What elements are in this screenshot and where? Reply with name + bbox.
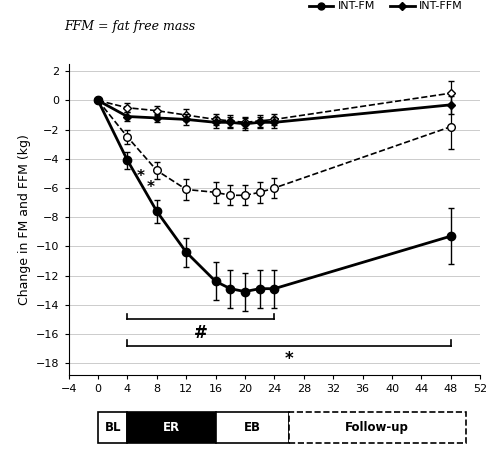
Text: Follow-up: Follow-up xyxy=(345,421,409,434)
Text: *: * xyxy=(285,350,294,368)
Text: ER: ER xyxy=(163,421,180,434)
Legend: CON-FM, INT-FM, CON-FFM, INT-FFM: CON-FM, INT-FM, CON-FFM, INT-FFM xyxy=(304,0,475,16)
Text: EB: EB xyxy=(244,421,261,434)
FancyBboxPatch shape xyxy=(216,412,289,443)
Text: FFM = fat free mass: FFM = fat free mass xyxy=(65,21,196,33)
Y-axis label: Change in FM and FFM (kg): Change in FM and FFM (kg) xyxy=(18,134,30,305)
FancyBboxPatch shape xyxy=(127,412,216,443)
Text: #: # xyxy=(194,324,208,342)
Text: *: * xyxy=(147,181,155,196)
FancyBboxPatch shape xyxy=(98,412,127,443)
Text: *: * xyxy=(137,169,145,184)
Text: BL: BL xyxy=(104,421,121,434)
FancyBboxPatch shape xyxy=(289,412,466,443)
